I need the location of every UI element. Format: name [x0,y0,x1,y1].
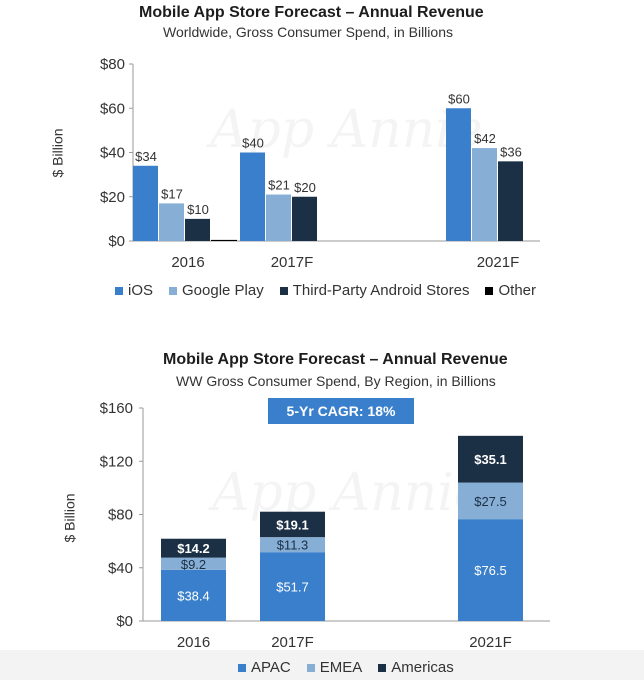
legend-item-google-play: Google Play [169,282,264,299]
data-label: $21 [268,178,290,193]
legend-swatch [115,286,123,295]
chart-2-title: Mobile App Store Forecast – Annual Reven… [163,351,508,368]
data-label: $20 [294,180,316,195]
chart-1: Mobile App Store Forecast – Annual Reven… [0,0,644,310]
bar-apac-2017f [260,552,325,621]
legend-swatch [485,286,494,295]
y-tick-label: $120 [100,453,133,470]
data-label: $9.2 [181,557,206,572]
chart-2-subtitle: WW Gross Consumer Spend, By Region, in B… [176,373,496,389]
bar-google-play-2016 [159,203,184,241]
data-label: $36 [500,144,522,159]
bar-apac-2016 [161,569,226,621]
data-label: $11.3 [277,538,309,553]
x-tick-label: 2021F [477,254,520,271]
legend-item-other: Other [485,282,536,299]
bar-ios-2017f [240,152,265,241]
bottom-strip [0,650,644,680]
bar-third-party-android-stores-2016 [185,218,210,241]
data-label: $17 [161,186,183,201]
chart-1-legend: iOS Google Play Third-Party Android Stores… [115,282,536,299]
legend-label: Americas [391,659,454,676]
bar-americas-2016 [161,538,226,558]
data-label: $14.2 [177,541,210,556]
legend-item-third-party-android-stores: Third-Party Android Stores [279,282,470,299]
bar-apac-2021f [458,519,523,621]
y-tick-label: $40 [108,560,133,577]
bar-other-2016 [211,239,237,241]
legend-label: Third-Party Android Stores [292,282,470,299]
x-tick-label: 2021F [469,634,512,651]
legend-label: iOS [128,282,154,299]
x-tick-label: 2017F [271,634,314,651]
legend-swatch [378,663,387,672]
data-label: $60 [448,91,470,106]
y-tick-label: $40 [100,145,125,162]
x-tick-label: 2016 [177,634,210,651]
data-label: $76.5 [474,563,507,578]
y-tick-label: $160 [100,400,133,417]
y-tick-label: $0 [116,613,133,630]
y-tick-label: $80 [100,56,125,73]
data-label: $38.4 [177,588,210,603]
bar-third-party-android-stores-2021f [498,161,523,241]
legend-label: APAC [251,659,291,676]
y-tick-label: $0 [108,233,125,250]
data-label: $34 [135,149,157,164]
x-tick-label: 2017F [271,254,314,271]
legend-label: Google Play [182,282,264,299]
chart-2: Mobile App Store Forecast – Annual Reven… [0,345,644,680]
data-label: $42 [474,131,496,146]
legend-label: EMEA [319,659,363,676]
bar-ios-2021f [446,108,471,241]
chart-2-legend: APAC EMEA Americas [238,659,454,676]
data-label: $10 [187,202,209,217]
chart-2-plot: $0 $40 $80 $120 $160 $38.4 $9.2$14.2 2016 $51.7 $… [100,400,550,651]
bar-emea-2021f [458,482,523,520]
y-tick-label: $80 [108,507,133,524]
legend-swatch [279,286,288,295]
bar-ios-2016 [133,165,158,241]
legend-swatch [169,286,178,295]
bar-third-party-android-stores-2017f [292,196,317,241]
legend-item-ios: iOS [115,282,153,299]
bar-emea-2017f [260,537,325,553]
bar-emea-2016 [161,557,226,570]
chart-1-subtitle: Worldwide, Gross Consumer Spend, in Bill… [163,24,453,40]
data-label: $27.5 [474,494,507,509]
bar-google-play-2021f [472,148,497,241]
legend-item-apac: APAC [238,659,291,676]
y-tick-label: $60 [100,100,125,117]
legend-label: Other [498,282,536,299]
bar-google-play-2017f [266,194,291,241]
bar-americas-2017f [260,511,325,538]
chart-1-title: Mobile App Store Forecast – Annual Reven… [139,4,484,21]
legend-item-emea: EMEA [306,659,363,676]
y-tick-label: $20 [100,189,125,206]
legend-swatch [306,663,315,672]
bar-americas-2021f [458,435,523,483]
data-label: $35.1 [474,452,507,467]
legend-swatch [238,663,246,672]
data-label: $51.7 [276,580,309,595]
x-tick-label: 2016 [171,254,204,271]
data-label: $40 [242,136,264,151]
legend-item-americas: Americas [378,659,454,676]
cagr-badge: 5-Yr CAGR: 18% [268,398,414,424]
chart-1-plot: $0 $20 $40 $60 $80 $34 $17 $10 2016 $40 $21 $20 2017… [100,56,540,271]
data-label: $19.1 [276,517,309,532]
